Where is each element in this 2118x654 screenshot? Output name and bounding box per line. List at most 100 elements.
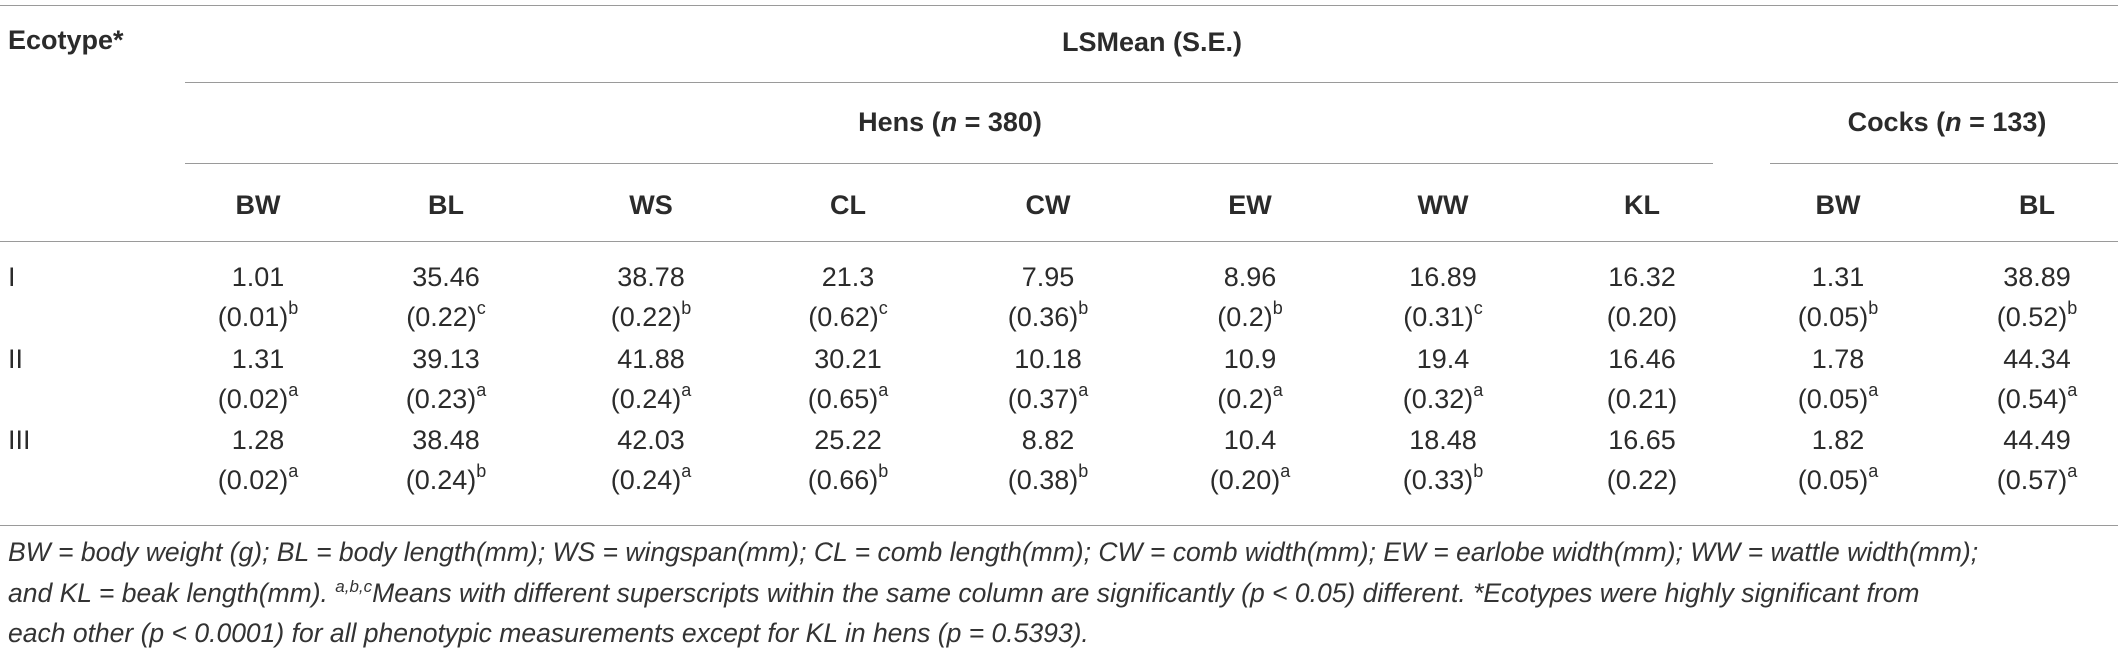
col-header-cocks-bw: BW: [1815, 190, 1861, 220]
significance-superscript: b: [1078, 298, 1089, 318]
cell-mean: 16.32: [1608, 262, 1676, 292]
hens-rule: [185, 163, 1713, 164]
cell-mean: 10.18: [1014, 344, 1082, 374]
significance-superscript: b: [878, 461, 889, 481]
cell-se: (0.66)b: [807, 461, 889, 495]
significance-superscript: b: [288, 298, 299, 318]
table-cell: 30.21 (0.65)a: [738, 339, 958, 419]
footnote-line-2: and KL = beak length(mm). a,b,cMeans wit…: [8, 576, 1920, 608]
cell-se: (0.05)b: [1797, 298, 1879, 332]
footnote-line-3: each other (p < 0.0001) for all phenotyp…: [8, 618, 1089, 648]
cell-se: (0.57)a: [1996, 461, 2078, 495]
cocks-rule: [1770, 163, 2118, 164]
table-cell: 8.82 (0.38)b: [938, 420, 1158, 500]
cell-se: (0.65)a: [807, 380, 889, 414]
significance-superscript: b: [1868, 298, 1879, 318]
col-header-hens-kl: KL: [1624, 190, 1660, 220]
table-cell: 35.46 (0.22)c: [336, 257, 556, 337]
cell-se: (0.38)b: [1007, 461, 1089, 495]
cell-mean: 42.03: [617, 425, 685, 455]
cell-se: (0.31)c: [1403, 298, 1483, 332]
cell-se: (0.05)a: [1797, 380, 1879, 414]
cell-se: (0.02)a: [217, 380, 299, 414]
cell-mean: 19.4: [1416, 344, 1470, 374]
table-cell: 16.89 (0.31)c: [1333, 257, 1553, 337]
table-cell: 42.03 (0.24)a: [541, 420, 761, 500]
row-label: III: [8, 425, 31, 455]
cell-mean: 21.3: [821, 262, 875, 292]
footnote-line-1: BW = body weight (g); BL = body length(m…: [8, 537, 1979, 567]
lsmean-header: LSMean (S.E.): [1061, 27, 1243, 57]
table-cell: 38.89 (0.52)b: [1927, 257, 2118, 337]
table-cell: 1.28 (0.02)a: [148, 420, 368, 500]
ecotype-header: Ecotype*: [8, 25, 124, 55]
cell-se: (0.23)a: [405, 380, 487, 414]
significance-superscript: a: [288, 461, 299, 481]
table-cell: 1.78 (0.05)a: [1728, 339, 1948, 419]
cell-se: (0.24)b: [405, 461, 487, 495]
table-cell: 38.78 (0.22)b: [541, 257, 761, 337]
cell-mean: 44.34: [2003, 344, 2071, 374]
table-cell: 8.96 (0.2)b: [1140, 257, 1360, 337]
cell-se: (0.01)b: [217, 298, 299, 332]
cell-mean: 38.89: [2003, 262, 2071, 292]
significance-superscript: a: [878, 380, 889, 400]
table-cell: 16.46 (0.21): [1532, 339, 1752, 419]
cell-mean: 10.4: [1223, 425, 1277, 455]
cell-mean: 7.95: [1021, 262, 1075, 292]
significance-superscript: c: [476, 298, 486, 318]
cell-mean: 1.31: [231, 344, 285, 374]
significance-superscript: b: [476, 461, 487, 481]
cell-se: (0.36)b: [1007, 298, 1089, 332]
significance-superscript: a: [1272, 380, 1283, 400]
cell-mean: 1.82: [1811, 425, 1865, 455]
significance-superscript: a: [288, 380, 299, 400]
cell-se: (0.02)a: [217, 461, 299, 495]
significance-superscript: a: [681, 380, 692, 400]
cell-mean: 8.96: [1223, 262, 1277, 292]
hens-header: Hens (n = 380): [858, 107, 1042, 137]
significance-superscript: a: [2067, 461, 2078, 481]
cell-se: (0.24)a: [610, 380, 692, 414]
table-cell: 1.31 (0.02)a: [148, 339, 368, 419]
cell-mean: 16.46: [1608, 344, 1676, 374]
table-cell: 1.31 (0.05)b: [1728, 257, 1948, 337]
table-footnote: BW = body weight (g); BL = body length(m…: [8, 532, 2108, 654]
cell-mean: 39.13: [412, 344, 480, 374]
table-bottom-rule: [0, 525, 2118, 526]
cell-mean: 30.21: [814, 344, 882, 374]
significance-superscript: a: [681, 461, 692, 481]
cell-mean: 1.78: [1811, 344, 1865, 374]
column-header-rule: [0, 241, 2118, 242]
cell-se: (0.20): [1606, 302, 1678, 332]
table-top-rule: [0, 5, 2118, 6]
lsmean-rule: [185, 82, 2118, 83]
significance-superscript: a: [1280, 461, 1291, 481]
cell-se: (0.37)a: [1007, 380, 1089, 414]
row-label: I: [8, 262, 16, 292]
row-label: II: [8, 344, 24, 374]
cocks-header: Cocks (n = 133): [1847, 107, 2047, 137]
cell-mean: 8.82: [1021, 425, 1075, 455]
significance-superscript: b: [2067, 298, 2078, 318]
table-cell: 10.4 (0.20)a: [1140, 420, 1360, 500]
cell-mean: 38.78: [617, 262, 685, 292]
col-header-hens-ws: WS: [629, 190, 673, 220]
cell-mean: 10.9: [1223, 344, 1277, 374]
significance-superscript: b: [681, 298, 692, 318]
cell-se: (0.21): [1606, 384, 1678, 414]
significance-superscript: c: [878, 298, 888, 318]
table-cell: 41.88 (0.24)a: [541, 339, 761, 419]
cell-se: (0.22)c: [406, 298, 486, 332]
table-cell: 16.65 (0.22): [1532, 420, 1752, 500]
col-header-hens-cw: CW: [1025, 190, 1071, 220]
significance-superscript: c: [1473, 298, 1483, 318]
cell-se: (0.54)a: [1996, 380, 2078, 414]
col-header-hens-ew: EW: [1228, 190, 1272, 220]
table-cell: 39.13 (0.23)a: [336, 339, 556, 419]
table-cell: 44.34 (0.54)a: [1927, 339, 2118, 419]
table-cell: 1.01 (0.01)b: [148, 257, 368, 337]
cell-se: (0.33)b: [1402, 461, 1484, 495]
significance-superscript: a: [1868, 380, 1879, 400]
table-cell: 10.18 (0.37)a: [938, 339, 1158, 419]
